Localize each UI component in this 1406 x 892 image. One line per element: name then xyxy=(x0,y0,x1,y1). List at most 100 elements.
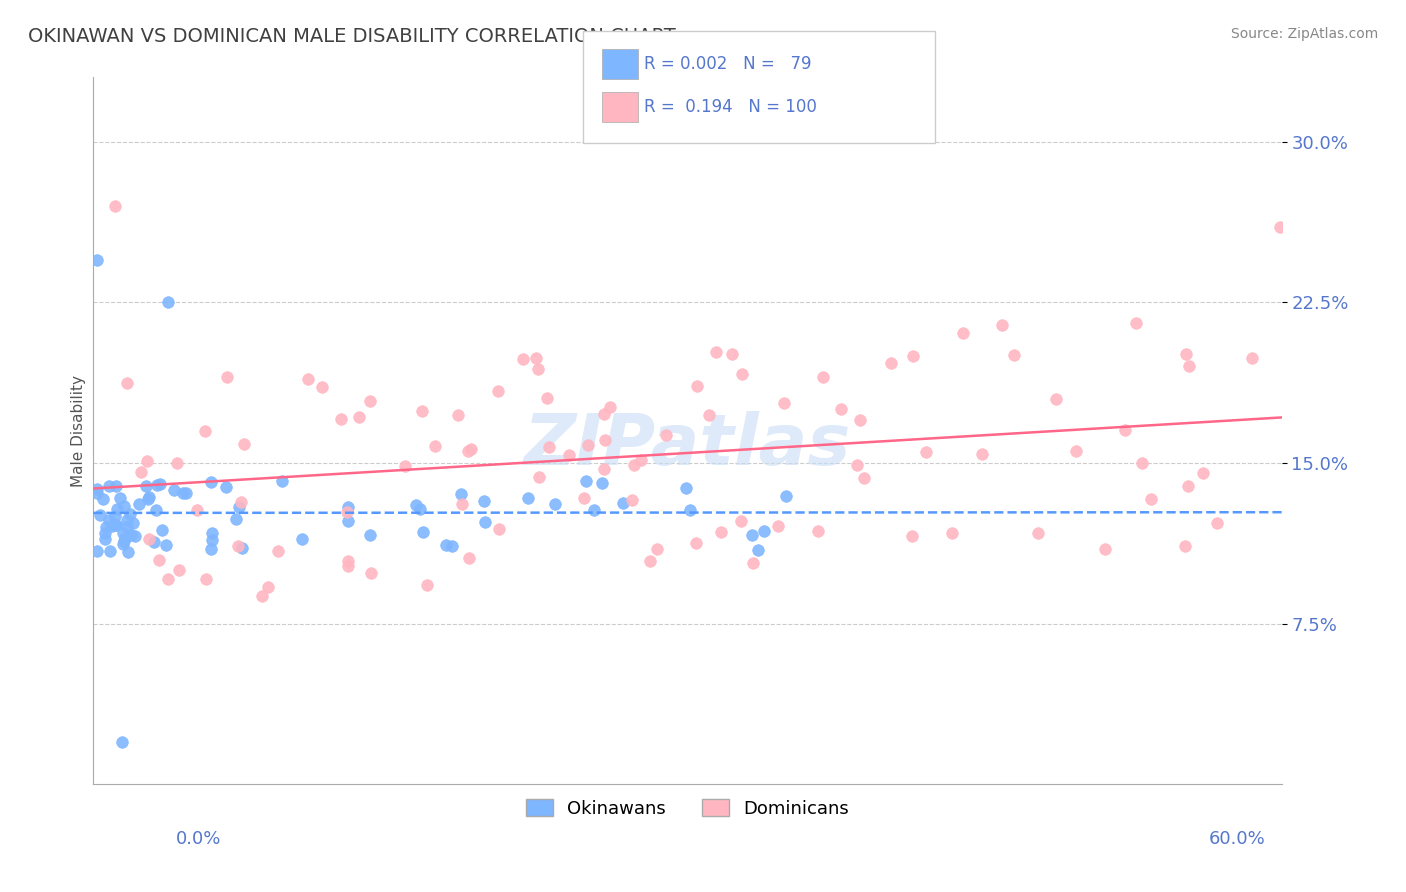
Point xyxy=(1028,526,1050,541)
Point xyxy=(1206,516,1229,531)
Point xyxy=(460,442,482,457)
Point xyxy=(1191,467,1213,481)
Point xyxy=(1114,423,1136,437)
Point xyxy=(124,529,146,543)
Point xyxy=(195,572,218,586)
Point xyxy=(537,440,560,454)
Point xyxy=(582,503,605,517)
Point xyxy=(423,439,446,453)
Point xyxy=(697,409,720,423)
Point xyxy=(1002,348,1025,362)
Text: 0.0%: 0.0% xyxy=(176,830,221,847)
Point xyxy=(250,589,273,603)
Point xyxy=(217,369,239,384)
Point xyxy=(337,500,360,514)
Point xyxy=(807,524,830,538)
Point xyxy=(89,508,111,522)
Point xyxy=(136,454,159,468)
Point xyxy=(105,501,128,516)
Point xyxy=(111,734,134,748)
Point xyxy=(174,486,197,500)
Point xyxy=(536,391,558,405)
Point xyxy=(474,515,496,529)
Point xyxy=(411,404,433,418)
Text: Source: ZipAtlas.com: Source: ZipAtlas.com xyxy=(1230,27,1378,41)
Point xyxy=(730,514,752,528)
Point xyxy=(148,552,170,566)
Point xyxy=(612,496,634,510)
Point xyxy=(232,437,254,451)
Point xyxy=(416,577,439,591)
Point xyxy=(156,573,179,587)
Point xyxy=(830,401,852,416)
Point xyxy=(129,465,152,479)
Point xyxy=(486,384,509,399)
Point xyxy=(901,529,924,543)
Point xyxy=(741,528,763,542)
Point xyxy=(457,550,479,565)
Point xyxy=(675,481,697,495)
Point xyxy=(1130,457,1153,471)
Point xyxy=(440,540,463,554)
Point xyxy=(104,509,127,524)
Point xyxy=(336,505,359,519)
Point xyxy=(98,513,121,527)
Point xyxy=(105,518,128,533)
Point xyxy=(166,456,188,470)
Point xyxy=(405,498,427,512)
Point xyxy=(952,326,974,340)
Point xyxy=(685,535,707,549)
Point xyxy=(117,513,139,527)
Point xyxy=(228,500,250,515)
Point xyxy=(112,499,135,513)
Point xyxy=(710,525,733,540)
Point xyxy=(901,349,924,363)
Point xyxy=(145,502,167,516)
Point xyxy=(599,400,621,414)
Point xyxy=(623,458,645,472)
Point xyxy=(679,502,702,516)
Point xyxy=(1139,491,1161,506)
Point xyxy=(991,318,1014,332)
Point xyxy=(267,544,290,558)
Point xyxy=(488,522,510,536)
Point xyxy=(544,497,567,511)
Point xyxy=(731,367,754,381)
Point xyxy=(1241,351,1264,365)
Point xyxy=(157,295,180,310)
Point xyxy=(472,494,495,508)
Point xyxy=(225,512,247,526)
Point xyxy=(721,347,744,361)
Point xyxy=(86,252,108,267)
Point xyxy=(1268,220,1291,235)
Point xyxy=(813,370,835,384)
Point xyxy=(142,535,165,549)
Point xyxy=(394,458,416,473)
Point xyxy=(330,412,353,426)
Point xyxy=(592,407,614,421)
Point xyxy=(558,448,581,462)
Point xyxy=(359,394,381,409)
Point xyxy=(775,489,797,503)
Point xyxy=(915,445,938,459)
Point xyxy=(91,491,114,506)
Text: OKINAWAN VS DOMINICAN MALE DISABILITY CORRELATION CHART: OKINAWAN VS DOMINICAN MALE DISABILITY CO… xyxy=(28,27,676,45)
Point xyxy=(271,474,294,488)
Point xyxy=(941,526,963,541)
Point xyxy=(1177,479,1199,493)
Point xyxy=(686,378,709,392)
Point xyxy=(86,485,108,500)
Point xyxy=(150,523,173,537)
Point xyxy=(754,524,776,538)
Point xyxy=(576,438,599,452)
Point xyxy=(1178,359,1201,374)
Point xyxy=(337,514,360,528)
Point xyxy=(434,538,457,552)
Point xyxy=(593,434,616,448)
Point xyxy=(297,371,319,385)
Point xyxy=(128,497,150,511)
Point xyxy=(591,476,613,491)
Point xyxy=(457,444,479,458)
Point xyxy=(337,559,360,574)
Point xyxy=(524,351,547,365)
